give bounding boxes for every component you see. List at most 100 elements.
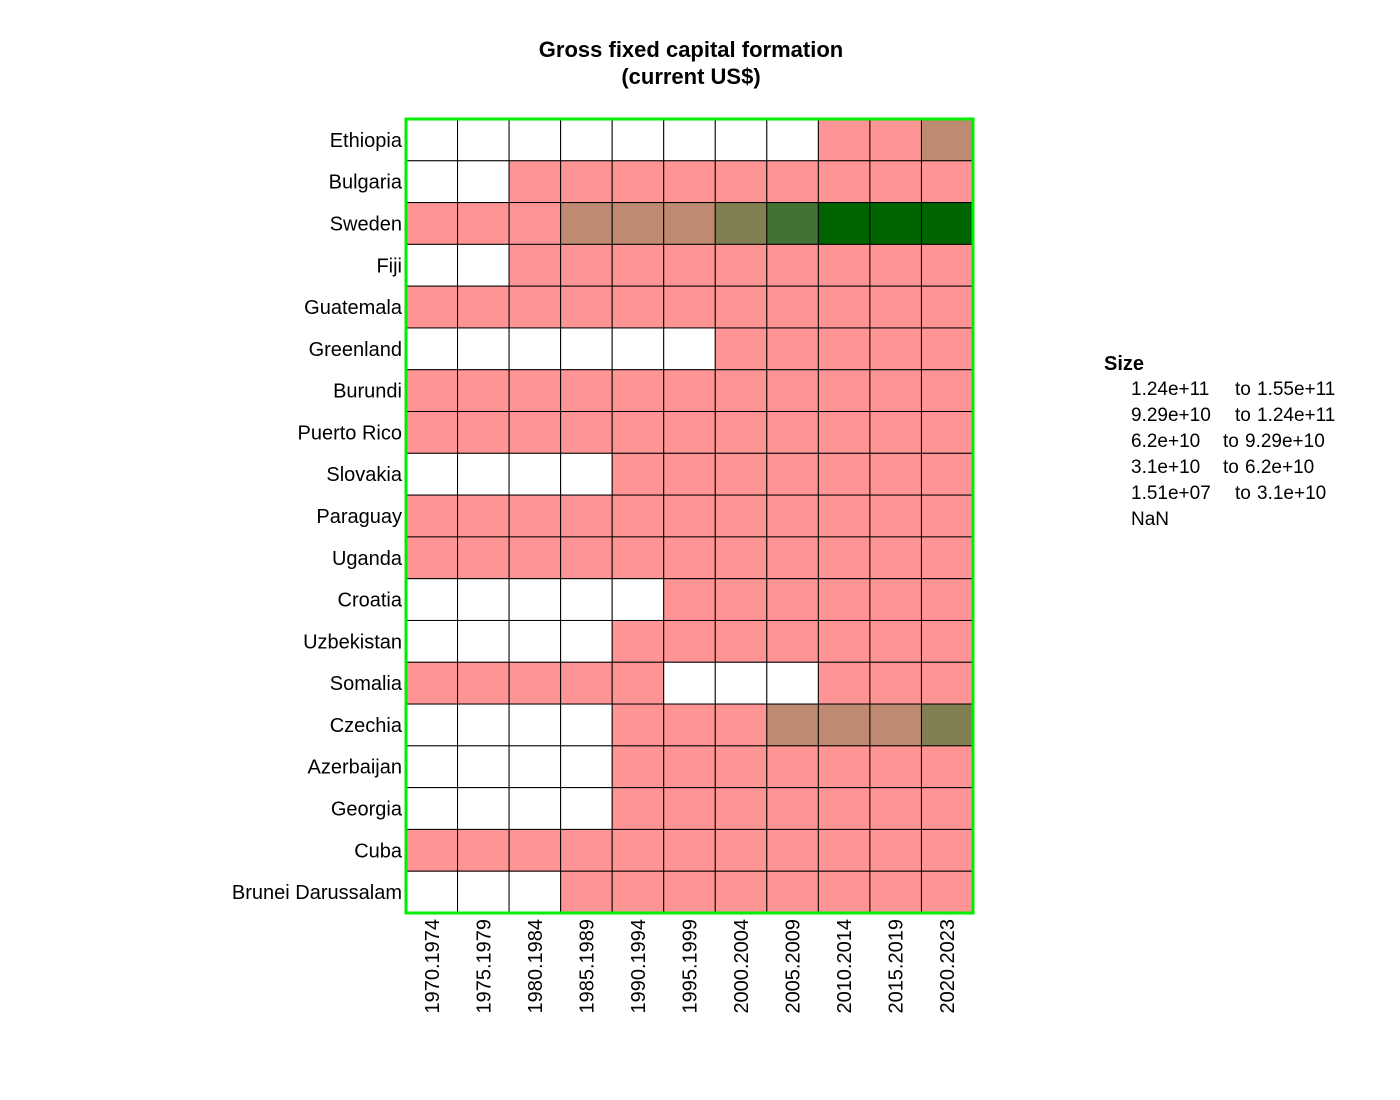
heatmap-cell xyxy=(405,494,459,538)
heatmap-cell xyxy=(920,870,974,914)
legend-range-to: 1.55e+11 xyxy=(1257,379,1335,400)
heatmap-cell xyxy=(457,327,510,371)
heatmap-cell xyxy=(508,285,562,329)
x-tick-label: 2020.2023 xyxy=(937,919,959,1014)
heatmap-cell xyxy=(457,160,510,204)
heatmap-cell xyxy=(611,578,665,621)
heatmap-cell xyxy=(611,536,665,580)
heatmap-cell xyxy=(405,661,459,705)
heatmap-cell xyxy=(920,160,974,204)
heatmap-cell xyxy=(611,285,665,329)
heatmap-cell xyxy=(611,327,665,371)
y-tick-label: Uganda xyxy=(332,548,403,570)
heatmap-cell xyxy=(611,452,665,496)
heatmap-cell xyxy=(560,661,613,705)
heatmap-cell xyxy=(405,202,459,245)
heatmap-cell xyxy=(405,452,459,496)
heatmap-cell xyxy=(869,327,922,371)
heatmap-cell xyxy=(405,160,459,204)
heatmap-cell xyxy=(869,870,922,914)
heatmap-cell xyxy=(560,536,613,580)
heatmap-cell xyxy=(405,703,459,747)
heatmap-cell xyxy=(611,745,665,789)
heatmap-cell xyxy=(817,202,871,245)
y-tick-label: Slovakia xyxy=(326,464,402,486)
legend-range-to: 3.1e+10 xyxy=(1257,483,1326,504)
heatmap-cell xyxy=(508,369,562,413)
heatmap-cell xyxy=(869,411,922,454)
heatmap-cell xyxy=(869,536,922,580)
heatmap-cell xyxy=(663,745,716,789)
heatmap-cell xyxy=(405,745,459,789)
heatmap-cell xyxy=(457,870,510,914)
heatmap-cell xyxy=(766,118,819,162)
heatmap-cell xyxy=(869,160,922,204)
chart-subtitle: (current US$) xyxy=(621,64,760,89)
y-tick-label: Greenland xyxy=(309,339,402,361)
heatmap-cell xyxy=(457,202,510,245)
heatmap-cell xyxy=(405,243,459,287)
heatmap-cell xyxy=(508,411,562,454)
heatmap-cell xyxy=(714,160,768,204)
y-tick-label: Somalia xyxy=(330,673,403,695)
heatmap-cell xyxy=(869,661,922,705)
heatmap-cell xyxy=(714,494,768,538)
heatmap-cell xyxy=(508,578,562,621)
legend-nan-label: NaN xyxy=(1131,509,1169,530)
heatmap-cell xyxy=(766,202,819,245)
heatmap-cell xyxy=(560,160,613,204)
heatmap-cell xyxy=(817,285,871,329)
heatmap-cell xyxy=(766,619,819,663)
heatmap-cell xyxy=(560,870,613,914)
heatmap-cell xyxy=(508,327,562,371)
heatmap-cell xyxy=(611,118,665,162)
heatmap-cell xyxy=(457,452,510,496)
legend-entries: 1.24e+11 to 1.55e+11 9.29e+10 to 1.24e+11 6.2e… xyxy=(1131,379,1335,530)
heatmap-cell xyxy=(611,787,665,830)
heatmap-cell xyxy=(920,494,974,538)
heatmap-cell xyxy=(560,118,613,162)
heatmap-cell xyxy=(766,327,819,371)
heatmap-cell xyxy=(405,578,459,621)
x-tick-label: 1980.1984 xyxy=(525,919,547,1014)
heatmap-cell xyxy=(457,411,510,454)
heatmap-cell xyxy=(766,411,819,454)
heatmap-cell xyxy=(766,452,819,496)
heatmap-cell xyxy=(817,828,871,872)
x-tick-label: 1985.1989 xyxy=(576,919,598,1014)
heatmap-cell xyxy=(405,870,459,914)
heatmap-cell xyxy=(663,494,716,538)
heatmap-cell xyxy=(560,285,613,329)
heatmap-cell xyxy=(714,661,768,705)
heatmap-cell xyxy=(714,118,768,162)
heatmap-cell xyxy=(920,828,974,872)
heatmap-cell xyxy=(663,411,716,454)
heatmap-cell xyxy=(560,411,613,454)
heatmap-cell xyxy=(663,703,716,747)
heatmap-cell xyxy=(869,369,922,413)
heatmap-cell xyxy=(714,452,768,496)
heatmap-cell xyxy=(869,828,922,872)
y-tick-label: Burundi xyxy=(333,381,402,403)
heatmap-cell xyxy=(457,536,510,580)
heatmap-cell xyxy=(920,578,974,621)
heatmap-cell xyxy=(611,160,665,204)
heatmap-cell xyxy=(817,745,871,789)
heatmap-cell xyxy=(920,745,974,789)
legend-range-from: 3.1e+10 xyxy=(1131,457,1200,478)
heatmap-cell xyxy=(611,202,665,245)
x-tick-label: 1995.1999 xyxy=(680,919,702,1014)
heatmap-cell xyxy=(714,202,768,245)
heatmap-cell xyxy=(560,703,613,747)
heatmap-cell xyxy=(920,619,974,663)
heatmap-cell xyxy=(869,494,922,538)
heatmap-cell xyxy=(560,619,613,663)
heatmap-cell xyxy=(663,828,716,872)
y-tick-label: Brunei Darussalam xyxy=(232,882,402,904)
heatmap-cell xyxy=(869,703,922,747)
heatmap-cell xyxy=(457,745,510,789)
legend-range-to: 9.29e+10 xyxy=(1245,431,1325,452)
heatmap-cell xyxy=(457,369,510,413)
heatmap-cell xyxy=(766,828,819,872)
heatmap-cell xyxy=(508,745,562,789)
